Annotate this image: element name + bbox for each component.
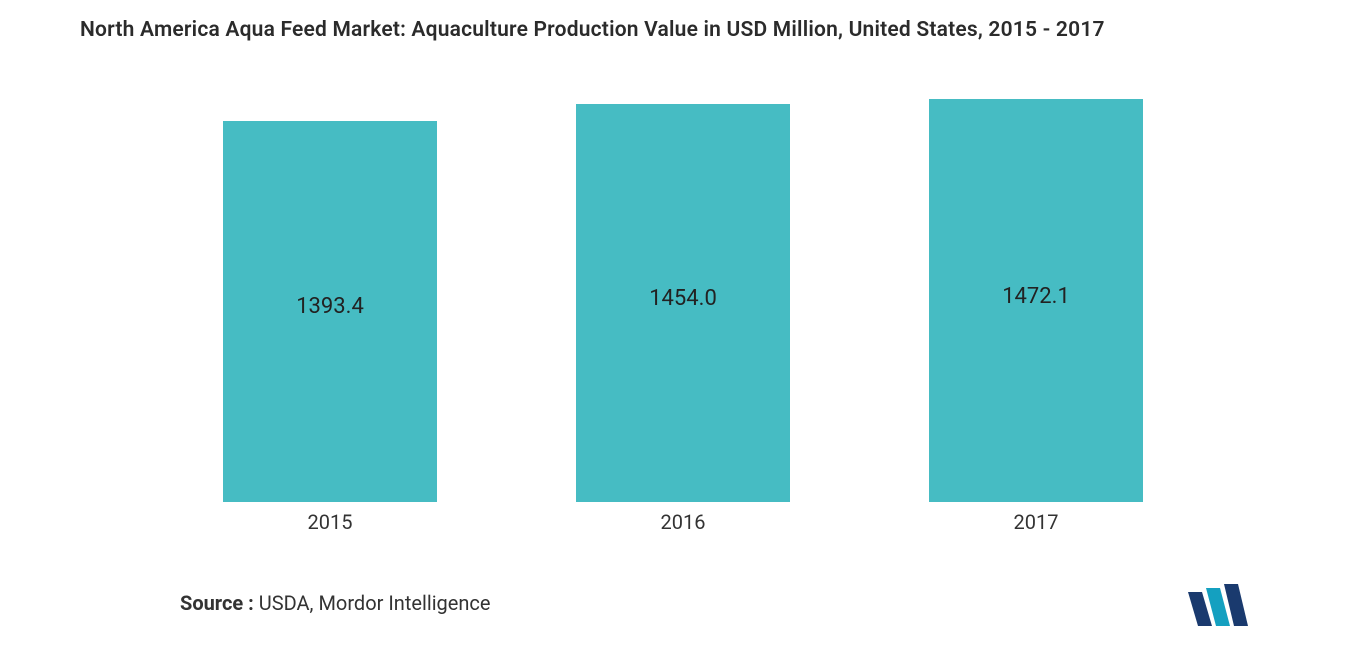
bar-value-2015: 1393.4 [296,294,364,319]
source-label: Source : [180,591,254,615]
x-label-2017: 2017 [929,510,1143,534]
bar-2015: 1393.4 [223,121,437,502]
x-label-2016: 2016 [576,510,790,534]
logo-bars-icon [1188,584,1248,626]
source-text: USDA, Mordor Intelligence [254,591,491,615]
bar-2017: 1472.1 [929,99,1143,502]
bar-col-2017: 1472.1 [929,99,1143,502]
mordor-logo-icon [1186,582,1256,630]
chart-area: 1393.4 1454.0 1472.1 2015 2016 2017 [80,92,1286,562]
source-line: Source : USDA, Mordor Intelligence [180,591,491,615]
bar-col-2016: 1454.0 [576,104,790,502]
x-axis-labels: 2015 2016 2017 [223,510,1143,534]
bar-value-2017: 1472.1 [1002,284,1070,309]
x-label-2015: 2015 [223,510,437,534]
bar-col-2015: 1393.4 [223,121,437,502]
chart-title: North America Aqua Feed Market: Aquacult… [80,18,1286,42]
bar-value-2016: 1454.0 [649,286,717,311]
chart-container: North America Aqua Feed Market: Aquacult… [0,0,1366,655]
bars-row: 1393.4 1454.0 1472.1 [223,92,1143,502]
bar-2016: 1454.0 [576,104,790,502]
